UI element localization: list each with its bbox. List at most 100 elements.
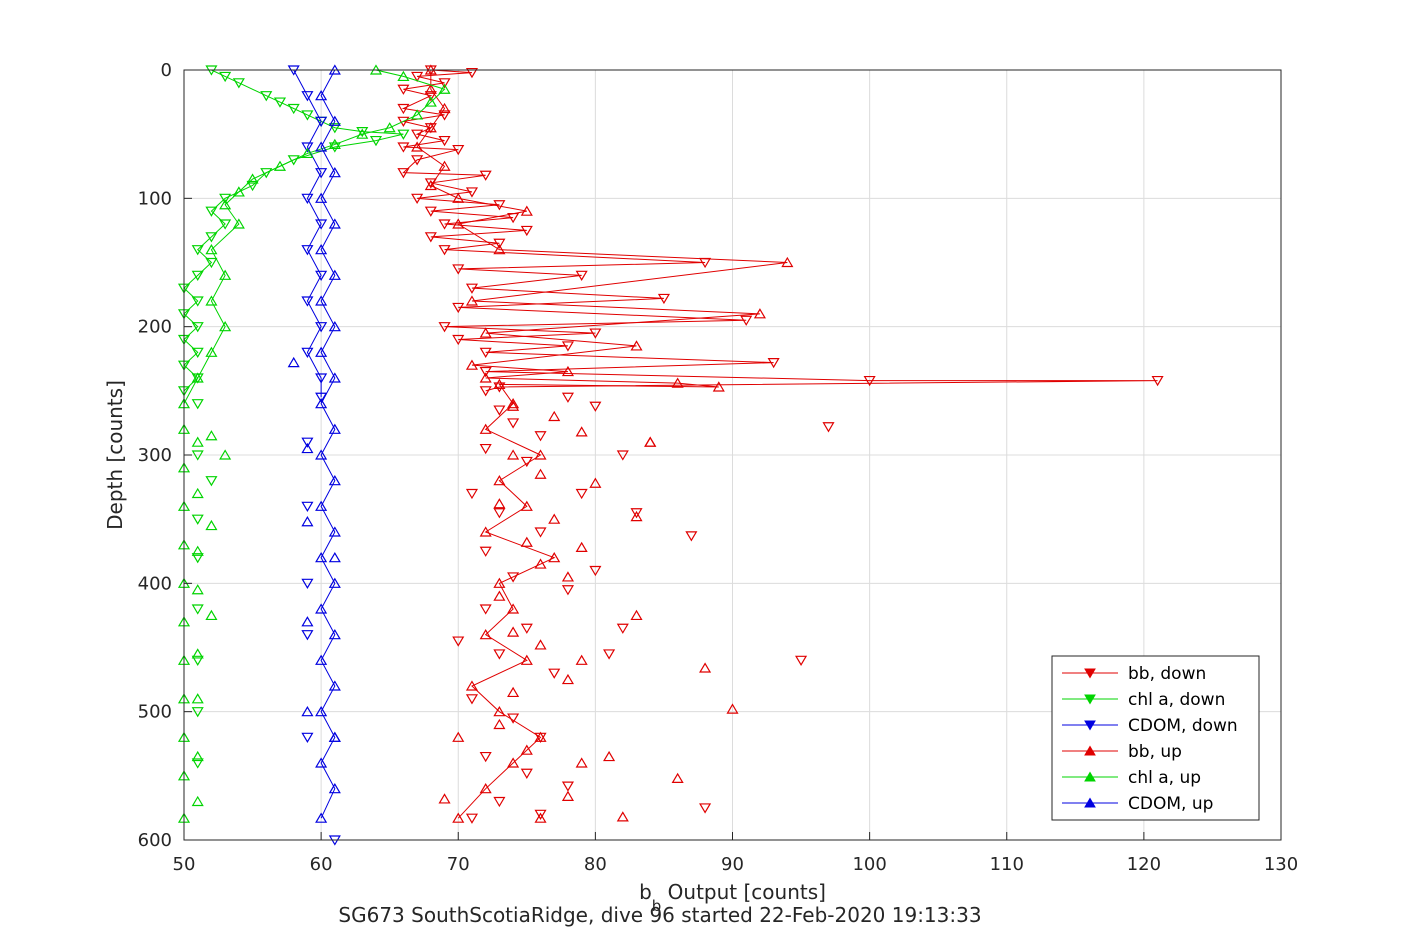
- series-chl-a-up-point: [356, 128, 369, 139]
- x-axis-label-rest: Output [counts]: [661, 880, 826, 904]
- series-chl-a-down-point: [260, 91, 273, 102]
- series-chl-a-up-point: [246, 173, 259, 184]
- series-bb-down-point: [479, 347, 492, 359]
- series-bb-up-point: [534, 449, 547, 460]
- bb-deep-down-point: [520, 623, 533, 634]
- series-bb-down-point: [493, 238, 506, 249]
- series-bb-down-point: [397, 142, 410, 153]
- series-bb-down-point: [561, 341, 574, 352]
- bb-deep-up-point: [534, 639, 547, 650]
- series-cdom-up-point: [315, 449, 328, 460]
- bb-deep-down-point: [465, 694, 479, 705]
- series-bb-down-point: [452, 144, 465, 156]
- bb-deep-down-point: [561, 585, 574, 596]
- series-chl-a-up-point: [328, 138, 341, 150]
- cdom-deep-down-point: [301, 630, 314, 641]
- series-bb-up-point: [520, 654, 533, 665]
- chl-deep-up-point: [191, 648, 204, 659]
- legend-marker: [1084, 694, 1096, 705]
- series-chl-a-down-point: [205, 232, 218, 243]
- bb-deep-up-point: [589, 477, 602, 488]
- series-bb-down-point: [493, 200, 506, 211]
- y-tick-label: 0: [161, 60, 172, 81]
- series-bb-down-point: [411, 129, 424, 140]
- bb-deep-down-point: [479, 604, 492, 615]
- cdom-deep-up-point: [328, 551, 341, 563]
- legend-marker: [1084, 797, 1096, 808]
- series-cdom-up-point: [315, 757, 328, 768]
- bb-deep-up-point: [534, 468, 547, 479]
- bb-deep-up-point: [507, 686, 520, 698]
- chl-deep-up-point: [191, 750, 204, 762]
- bb-deep-down-point: [534, 809, 547, 821]
- bb-deep-down-point: [479, 751, 492, 763]
- bb-deep-up-point: [603, 750, 616, 762]
- series-bb-up-point: [507, 603, 520, 614]
- series-cdom-up-point: [315, 89, 328, 101]
- series-chl-a-down-point: [273, 97, 287, 108]
- series-chl-a-down-point: [219, 219, 232, 230]
- series-bb-up-point: [479, 372, 492, 383]
- series-bb-up-point: [411, 141, 424, 152]
- series-cdom-down-point: [315, 322, 328, 333]
- series-chl-a-up-point: [424, 96, 437, 107]
- series-cdom-down-point: [315, 168, 328, 179]
- y-tick-label: 300: [138, 445, 172, 466]
- chl-deep-down-point: [191, 758, 204, 769]
- series-bb-down-point: [575, 270, 588, 282]
- series-bb-up-point: [424, 122, 437, 133]
- series-cdom-down-point: [301, 91, 314, 102]
- legend-box: [1051, 655, 1260, 821]
- bb-deep-down-point: [493, 796, 506, 808]
- chl-deep-up: [191, 430, 232, 807]
- series-cdom-up: [315, 64, 341, 823]
- chl-deep-up-point: [205, 609, 218, 621]
- legend-label: chl a, down: [1128, 690, 1225, 710]
- series-bb-down-point: [452, 334, 465, 346]
- bb-deep-down-point: [507, 572, 520, 583]
- legend: bb, down chl a, down CDOM, down bb, up chl a…: [1051, 655, 1260, 821]
- bb-deep-down-point: [479, 443, 492, 455]
- series-bb-down-point: [438, 78, 451, 89]
- series-bb-up-point: [452, 812, 465, 823]
- series-bb-down-point: [397, 103, 410, 115]
- legend-marker: [1084, 668, 1096, 679]
- series-chl-a-up-point: [273, 160, 287, 171]
- chl-deep-up-point: [219, 449, 232, 460]
- series-cdom-up-point: [328, 577, 341, 588]
- series-bb-down-point: [424, 178, 437, 189]
- chl-deep-up-point: [191, 545, 204, 556]
- series-chl-a-down-point: [246, 180, 259, 192]
- series-bb-up-point: [507, 397, 520, 409]
- series-chl-a-down: [177, 65, 410, 397]
- legend-marker: [1084, 771, 1096, 782]
- series-cdom-up-point: [328, 423, 341, 434]
- legend-item: bb, up: [1062, 742, 1182, 762]
- series-chl-a-up-point: [232, 186, 245, 197]
- legend-marker: [1084, 720, 1096, 731]
- series-bb-up-point: [424, 179, 437, 191]
- series-bb-down-point: [1151, 375, 1164, 387]
- x-axis: 50 60 70 80 90 100 110 120 130: [173, 832, 1298, 875]
- series-bb-up-point: [781, 256, 794, 268]
- series-bb-down-point: [438, 322, 451, 333]
- chl-deep-down-point: [191, 450, 204, 461]
- series-chl-a-down-point: [232, 78, 245, 89]
- bb-deep-up-point: [493, 590, 506, 601]
- series-bb-up-point: [438, 102, 451, 114]
- bb-deep-down-point: [548, 668, 561, 679]
- series-chl-a-up-line: [183, 69, 446, 819]
- series-bb-down-point: [438, 245, 451, 256]
- series-bb-up-point: [452, 192, 465, 203]
- cdom-deep-up-point: [301, 516, 314, 527]
- x-tick-label: 90: [721, 854, 744, 875]
- series-cdom-up-point: [328, 628, 341, 640]
- legend-label: chl a, up: [1128, 768, 1201, 788]
- series-chl-a-down-point: [205, 206, 218, 217]
- bb-deep-up-point: [699, 662, 712, 673]
- series-chl-a-up: [177, 64, 451, 823]
- series-chl-a-down-point: [369, 135, 383, 147]
- y-tick-label: 100: [138, 188, 172, 209]
- series-bb-down-point: [452, 264, 465, 275]
- series-bb-down-point: [589, 328, 602, 339]
